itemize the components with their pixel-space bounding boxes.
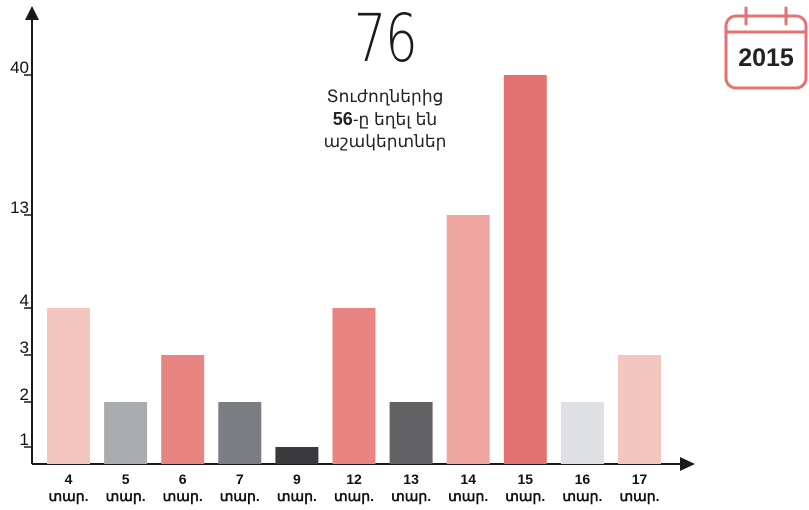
headline-caption: Տուժողներից 56-ը եղել են աշակերտներ <box>285 86 485 153</box>
bar <box>275 447 319 464</box>
bar <box>332 308 376 464</box>
caption-line-2-rest: -ը եղել են <box>352 110 438 129</box>
chart-bars <box>47 75 661 464</box>
caption-highlight-number: 56 <box>332 109 353 129</box>
x-tick-unit: տար. <box>562 488 602 505</box>
x-tick-unit: տար. <box>48 488 88 505</box>
bar <box>104 402 148 464</box>
bar <box>47 308 90 464</box>
y-tick-label: 40 <box>10 58 29 77</box>
x-tick-label: 4 <box>65 471 73 487</box>
x-tick-unit: տար. <box>163 488 203 505</box>
caption-line-3: աշակերտներ <box>323 132 447 151</box>
x-tick-unit: տար. <box>448 488 488 505</box>
x-tick-unit: տար. <box>277 488 317 505</box>
x-tick-label: 12 <box>346 471 362 487</box>
bar <box>161 355 205 464</box>
x-tick-unit: տար. <box>619 488 659 505</box>
x-axis-arrow <box>680 457 695 471</box>
x-tick-label: 17 <box>632 471 648 487</box>
caption-line-2: 56-ը եղել են <box>285 108 485 131</box>
y-tick-label: 3 <box>20 338 29 357</box>
y-axis-arrow <box>25 6 39 20</box>
x-tick-unit: տար. <box>334 488 374 505</box>
x-tick-unit: տար. <box>391 488 431 505</box>
y-tick-label: 13 <box>10 198 29 217</box>
calendar-year: 2015 <box>738 44 794 72</box>
headline-number: 76 <box>353 0 418 77</box>
bar <box>618 355 661 464</box>
x-tick-label: 6 <box>179 471 187 487</box>
bar <box>218 402 262 464</box>
y-tick-label: 2 <box>20 385 29 404</box>
x-tick-unit: տար. <box>505 488 545 505</box>
y-tick-label: 1 <box>20 430 29 449</box>
x-axis-labels: 4տար.5տար.6տար.7տար.9տար.12տար.13տար.14տ… <box>48 471 659 505</box>
x-tick-unit: տար. <box>220 488 260 505</box>
x-tick-label: 16 <box>575 471 591 487</box>
bar <box>503 75 547 464</box>
x-tick-label: 5 <box>122 471 130 487</box>
y-axis-ticks: 1 2 3 4 13 40 <box>10 58 32 449</box>
x-tick-label: 15 <box>518 471 534 487</box>
bar <box>446 215 490 464</box>
bar <box>560 402 604 464</box>
x-tick-label: 13 <box>403 471 419 487</box>
x-tick-label: 14 <box>460 471 476 487</box>
x-tick-label: 7 <box>236 471 244 487</box>
y-tick-label: 4 <box>20 291 29 310</box>
bar <box>389 402 433 464</box>
calendar-icon <box>724 6 808 90</box>
x-tick-label: 9 <box>293 471 301 487</box>
caption-line-1: Տուժողներից <box>326 87 444 106</box>
x-tick-unit: տար. <box>106 488 146 505</box>
